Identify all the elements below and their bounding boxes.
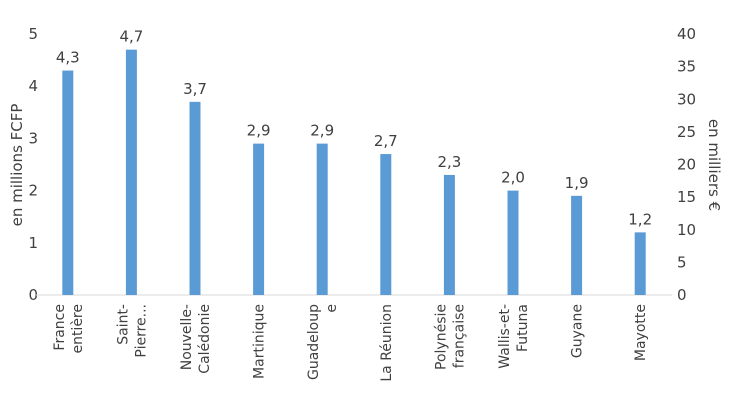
category-label: Mayotte: [633, 304, 649, 361]
category-label-line: Saint-: [115, 304, 131, 345]
data-label: 2,9: [310, 122, 334, 140]
left-axis-ticks: 0 1 2 3 4 5: [28, 25, 38, 304]
left-tick-label: 4: [28, 77, 38, 95]
data-label: 4,3: [56, 49, 80, 67]
right-tick-label: 20: [677, 156, 696, 174]
category-label-line: France: [52, 304, 68, 351]
bar: [634, 232, 646, 295]
bar: [507, 190, 519, 295]
left-tick-label: 2: [28, 182, 38, 200]
category-label-line: Calédonie: [197, 304, 213, 374]
data-label: 3,7: [183, 80, 207, 98]
category-label-line: Guadeloup: [306, 304, 322, 380]
right-tick-label: 5: [677, 253, 687, 271]
category-label: Wallis-et- Futuna: [497, 304, 531, 369]
category-label: France entière: [52, 304, 86, 354]
right-tick-label: 15: [677, 188, 696, 206]
data-label: 2,9: [247, 122, 271, 140]
data-label: 4,7: [119, 28, 143, 46]
category-labels: France entière Saint- Pierre... Nouvelle- Cal…: [52, 304, 649, 382]
category-label-line: Mayotte: [633, 304, 649, 361]
bar: [253, 143, 265, 295]
category-label-line: Polynésie: [433, 304, 449, 370]
left-tick-label: 0: [28, 286, 38, 304]
right-tick-label: 40: [677, 25, 696, 43]
bar-series: [62, 49, 646, 295]
category-label-line: Wallis-et-: [497, 304, 513, 369]
bar: [443, 174, 455, 295]
category-label-line: La Réunion: [379, 304, 395, 382]
data-label: 2,7: [374, 132, 398, 150]
category-label-line: entière: [70, 304, 86, 354]
category-label-line: Martinique: [252, 304, 268, 379]
bar: [316, 143, 328, 295]
category-label-line: e: [324, 304, 340, 313]
data-label: 2,0: [501, 169, 525, 187]
bar: [62, 70, 74, 295]
right-tick-label: 25: [677, 123, 696, 141]
category-label: Polynésie française: [433, 304, 467, 370]
data-label: 1,2: [628, 210, 652, 228]
category-label: Saint- Pierre...: [115, 304, 149, 358]
bar: [125, 49, 137, 295]
data-label: 2,3: [437, 153, 461, 171]
category-label: Nouvelle- Calédonie: [179, 304, 213, 374]
y2-axis-title: en milliers €: [705, 119, 723, 211]
category-label-line: Nouvelle-: [179, 304, 195, 370]
category-label: La Réunion: [379, 304, 395, 382]
category-label-line: française: [451, 304, 467, 368]
data-label: 1,9: [565, 174, 589, 192]
category-label-line: Guyane: [570, 304, 586, 358]
right-tick-label: 30: [677, 90, 696, 108]
right-tick-label: 35: [677, 58, 696, 76]
left-tick-label: 3: [28, 129, 38, 147]
left-tick-label: 1: [28, 234, 38, 252]
right-tick-label: 0: [677, 286, 687, 304]
right-tick-label: 10: [677, 221, 696, 239]
y-axis-title: en millions FCFP: [8, 104, 26, 227]
category-label: Guyane: [570, 304, 586, 358]
category-label: Guadeloup e: [306, 304, 340, 380]
right-axis-ticks: 0 5 10 15 20 25 30 35 40: [677, 25, 696, 304]
category-label-line: Futuna: [515, 304, 531, 352]
bar: [189, 101, 201, 295]
data-labels: 4,3 4,7 3,7 2,9 2,9 2,7 2,3 2,0 1,9 1,2: [56, 28, 652, 229]
category-label: Martinique: [252, 304, 268, 379]
left-tick-label: 5: [28, 25, 38, 43]
category-label-line: Pierre...: [133, 304, 149, 358]
bar: [380, 154, 392, 295]
bar: [571, 195, 583, 295]
